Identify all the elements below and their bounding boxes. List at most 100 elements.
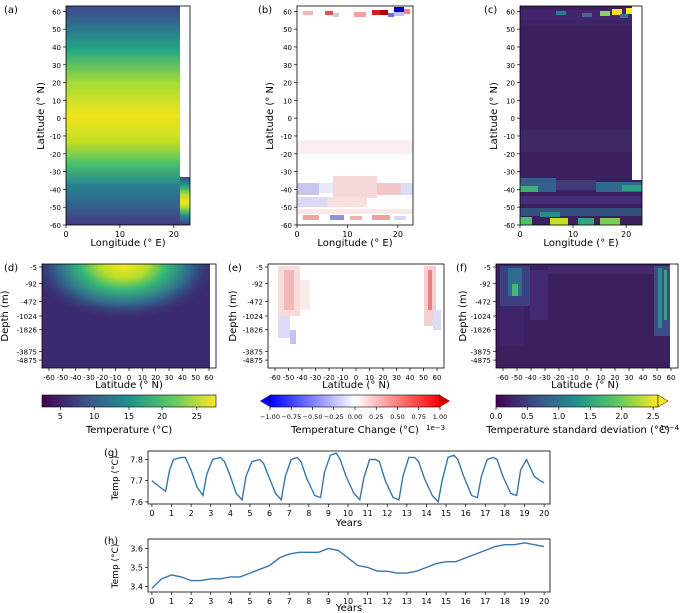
panel-e-x-ticks: -60 -50 -40 -30 -20 -10 0 10 20 30 40 50 60	[269, 368, 441, 382]
x-tick-label: 10	[115, 230, 125, 239]
y-tick-label: -10	[504, 133, 515, 141]
y-tick-label: 60	[506, 8, 515, 16]
y-tick-label: -60	[504, 222, 515, 230]
colorbar-temperature-label: Temperature (°C)	[85, 425, 172, 436]
y-tick-label: -1826	[243, 327, 264, 335]
panel-a-land-mask	[180, 6, 190, 225]
panel-c-y-ticks: -60 -50 -40 -30 -20 -10 0 10 20 30 40 50 60	[504, 8, 520, 230]
y-tick-label: 3.6	[130, 544, 143, 553]
panel-c-ylabel: Latitude (° N)	[489, 82, 500, 150]
x-tick-label: 50	[419, 374, 428, 382]
colorbar-tick-label: 0.75	[412, 413, 426, 421]
panel-c-cell	[520, 20, 632, 26]
panel-h-xlabel: Years	[335, 603, 362, 613]
x-tick-label: 20	[539, 509, 549, 518]
x-tick-label: -10	[337, 374, 348, 382]
panel-d: (d) -60 -50 -40 -30 -20 -10 0 10 20 30 40 50 60 -5 -9…	[0, 263, 217, 391]
panel-f-label: (f)	[456, 263, 467, 274]
y-tick-label: -20	[504, 151, 515, 159]
panel-b-cell	[297, 183, 319, 195]
y-tick-label: -30	[281, 169, 292, 177]
x-tick-label: 4	[228, 509, 233, 518]
y-tick-label: 7.7	[130, 477, 143, 486]
y-tick-label: 10	[52, 97, 61, 105]
y-tick-label: 0	[288, 115, 292, 123]
x-tick-label: 0	[354, 374, 358, 382]
colorbar-tick-label: −0.75	[281, 413, 301, 421]
panel-e-cell	[300, 280, 310, 310]
panel-f-cell	[508, 268, 522, 296]
y-tick-label: -10	[281, 133, 292, 141]
x-tick-label: 13	[402, 509, 412, 518]
panel-b-cell	[377, 183, 401, 195]
x-tick-label: -40	[525, 374, 536, 382]
colorbar-tick-label: −0.25	[324, 413, 344, 421]
panel-f-cells	[500, 264, 678, 368]
panel-a: (a) 0 10 20 -60 -50 -40 -30 -20 -10 0 10 20 30 40 50 6…	[4, 5, 191, 249]
panel-b-cell	[303, 11, 313, 15]
panel-c-cell	[596, 182, 642, 192]
y-tick-label: 60	[283, 8, 292, 16]
panel-g: (g) 0 1 2 3 4 5 6 7 8 9 10 11 12 13 14 15 16 17 18 19 20 7.6…	[104, 448, 551, 529]
y-tick-label: -1826	[17, 327, 38, 335]
panel-a-xlabel: Longitude (° E)	[90, 238, 165, 249]
x-tick-label: 10	[343, 597, 353, 606]
x-tick-label: -60	[269, 374, 280, 382]
y-tick-label: -40	[504, 186, 515, 194]
x-tick-label: -50	[511, 374, 522, 382]
panel-b-cell	[330, 215, 344, 220]
x-tick-label: 5	[247, 597, 252, 606]
panel-e-xlabel: Latitude (° N)	[322, 380, 390, 391]
y-tick-label: 20	[283, 80, 292, 88]
panel-f-ylabel: Depth (m)	[458, 290, 469, 341]
panel-h-label: (h)	[104, 536, 118, 547]
x-tick-label: 0	[149, 597, 154, 606]
y-tick-label: 60	[52, 8, 61, 16]
x-tick-label: 18	[500, 597, 510, 606]
y-tick-label: -1024	[471, 313, 492, 321]
x-tick-label: 0	[149, 509, 154, 518]
x-tick-label: 50	[653, 374, 662, 382]
x-tick-label: 16	[461, 597, 471, 606]
panel-b-cell	[394, 7, 404, 12]
x-tick-label: 0	[63, 230, 68, 239]
y-tick-label: 3.5	[130, 563, 143, 572]
panel-b-ylabel: Latitude (° N)	[265, 82, 276, 150]
x-tick-label: 60	[205, 374, 214, 382]
y-tick-label: -3875	[471, 348, 491, 356]
y-tick-label: 40	[52, 44, 61, 52]
x-tick-label: 20	[621, 230, 631, 239]
panel-h-series-line	[151, 542, 545, 589]
panel-b-label: (b)	[258, 5, 272, 16]
panel-e-anomalies	[278, 266, 441, 344]
x-tick-label: 30	[165, 374, 174, 382]
y-tick-label: 20	[506, 80, 515, 88]
colorbar-tick-label: 1.00	[433, 413, 447, 421]
panel-b-cell	[333, 13, 339, 17]
panel-b-cell	[325, 11, 333, 15]
colorbar-tick-label: 2.0	[615, 412, 628, 421]
panel-c-cell	[600, 218, 620, 225]
y-tick-label: -1826	[471, 327, 492, 335]
panel-h: (h) 0 1 2 3 4 5 6 7 8 9 10 11 12 13 14 15 16 17 18 19 20 3.4…	[104, 536, 551, 613]
panel-f-cell	[658, 268, 662, 328]
panel-b: (b) 0 10 2	[258, 5, 414, 249]
x-tick-label: 19	[519, 597, 529, 606]
y-tick-label: -92	[252, 281, 263, 289]
panel-c-cells	[520, 8, 642, 225]
panel-c-land-mask	[632, 6, 642, 225]
panel-g-xlabel: Years	[335, 518, 362, 529]
colorbar-temperature-bar	[41, 394, 217, 408]
panel-g-ylabel: Temp (°C)	[111, 456, 121, 502]
x-tick-label: 5	[247, 509, 252, 518]
x-tick-label: 9	[326, 509, 331, 518]
x-tick-label: 4	[228, 597, 233, 606]
x-tick-label: -40	[296, 374, 307, 382]
x-tick-label: 15	[441, 509, 451, 518]
colorbar-temperature: 5 10 15 20 25 Temperature (°C)	[41, 394, 217, 436]
panel-b-cell	[388, 13, 394, 17]
x-tick-label: -20	[553, 374, 564, 382]
x-tick-label: 6	[267, 509, 272, 518]
y-tick-label: 7.6	[130, 498, 143, 507]
x-tick-label: 20	[539, 597, 549, 606]
